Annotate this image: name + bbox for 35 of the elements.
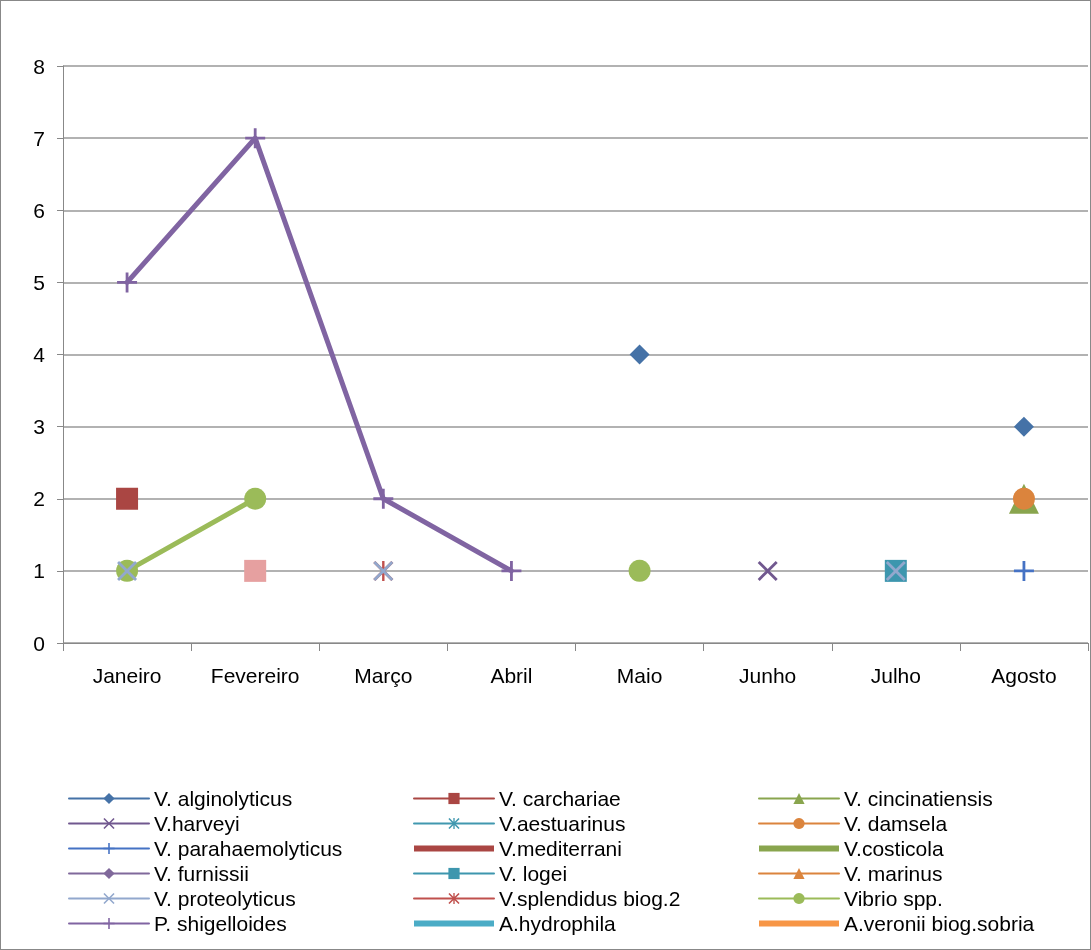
legend-label: V.aestuarinus [499, 812, 626, 835]
legend-label: P. shigelloides [154, 912, 287, 935]
y-tick-label: 5 [33, 270, 45, 294]
y-tick-label: 0 [33, 631, 45, 655]
y-tick-label: 8 [33, 54, 45, 78]
y-tick-label: 7 [33, 126, 45, 150]
legend-label: V. cincinatiensis [844, 787, 993, 810]
x-tick-label: Maio [616, 664, 663, 687]
legend-label: V. parahaemolyticus [154, 837, 343, 860]
y-tick-label: 3 [33, 415, 45, 439]
y-tick-label: 1 [33, 559, 45, 583]
legend-label: A.hydrophila [499, 912, 617, 935]
y-tick-label: 2 [33, 487, 45, 511]
x-tick-label: Janeiro [92, 664, 162, 687]
legend-label: V.costicola [844, 837, 944, 860]
legend-label: Vibrio spp. [844, 887, 943, 910]
legend-label: V. proteolyticus [154, 887, 296, 910]
legend-label: V. damsela [844, 812, 948, 835]
y-tick-label: 4 [33, 343, 46, 366]
legend-label: V. carchariae [499, 787, 621, 810]
legend-label: V. alginolyticus [154, 787, 293, 810]
legend-label: V.mediterrani [499, 837, 622, 860]
x-tick-label: Junho [739, 664, 797, 687]
y-tick-label: 6 [33, 198, 45, 222]
x-tick-label: Fevereiro [210, 664, 300, 687]
legend-label: V.harveyi [154, 812, 240, 835]
legend-label: V. furnissii [154, 862, 249, 885]
x-tick-label: Agosto [991, 664, 1057, 687]
legend-label: A.veronii biog.sobria [844, 912, 1035, 935]
x-tick-label: Julho [870, 664, 921, 687]
legend-label: V.splendidus biog.2 [499, 887, 681, 910]
x-tick-label: Março [354, 664, 413, 687]
legend-label: V. logei [499, 862, 568, 885]
legend-label: V. marinus [844, 862, 943, 885]
x-tick-label: Abril [490, 664, 533, 687]
